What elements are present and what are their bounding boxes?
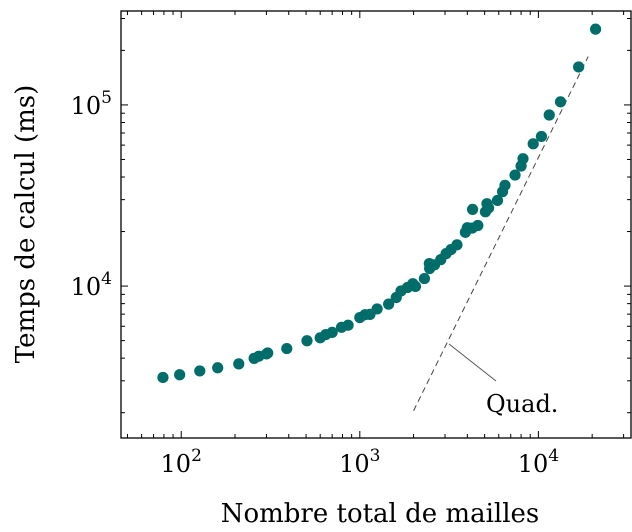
data-point	[342, 319, 354, 331]
data-point	[371, 303, 383, 315]
y-tick-label: 104	[71, 269, 112, 301]
data-point	[326, 326, 338, 339]
data-point	[499, 179, 511, 191]
data-point	[472, 219, 484, 232]
data-point	[451, 239, 463, 251]
data-point	[174, 369, 186, 381]
data-point	[194, 365, 206, 377]
x-tick-label: 104	[518, 446, 559, 478]
data-point	[517, 153, 529, 165]
data-point	[418, 272, 431, 285]
data-point	[157, 371, 169, 384]
axis-ticks	[121, 11, 631, 438]
reference-line-layer	[413, 56, 589, 411]
y-tick-label: 105	[71, 88, 112, 120]
annotation-leader-line	[448, 343, 497, 382]
data-point	[466, 203, 479, 216]
data-point	[554, 96, 567, 108]
data-point	[383, 298, 395, 310]
plot-frame	[120, 10, 632, 439]
data-point	[543, 109, 555, 121]
data-point	[509, 169, 521, 181]
data-point	[233, 358, 245, 370]
data-point	[301, 335, 313, 347]
x-tick-label: 102	[161, 446, 202, 478]
data-point	[535, 130, 548, 143]
x-tick-label: 103	[339, 446, 380, 478]
data-point	[482, 202, 495, 214]
data-point	[212, 362, 224, 374]
y-axis-title: Temps de calcul (ms)	[11, 85, 41, 363]
data-point	[589, 23, 602, 35]
reference-line-quad	[413, 56, 589, 411]
data-point	[573, 61, 585, 73]
data-point	[409, 280, 422, 293]
data-point	[491, 194, 504, 207]
tick-labels: 102 103 104 104 105	[71, 88, 559, 478]
data-point	[527, 138, 539, 150]
data-points	[157, 23, 602, 384]
data-point	[281, 342, 293, 355]
reference-line-label: Quad.	[486, 390, 558, 418]
data-point	[262, 347, 274, 359]
x-axis-title: Nombre total de mailles	[221, 499, 540, 529]
